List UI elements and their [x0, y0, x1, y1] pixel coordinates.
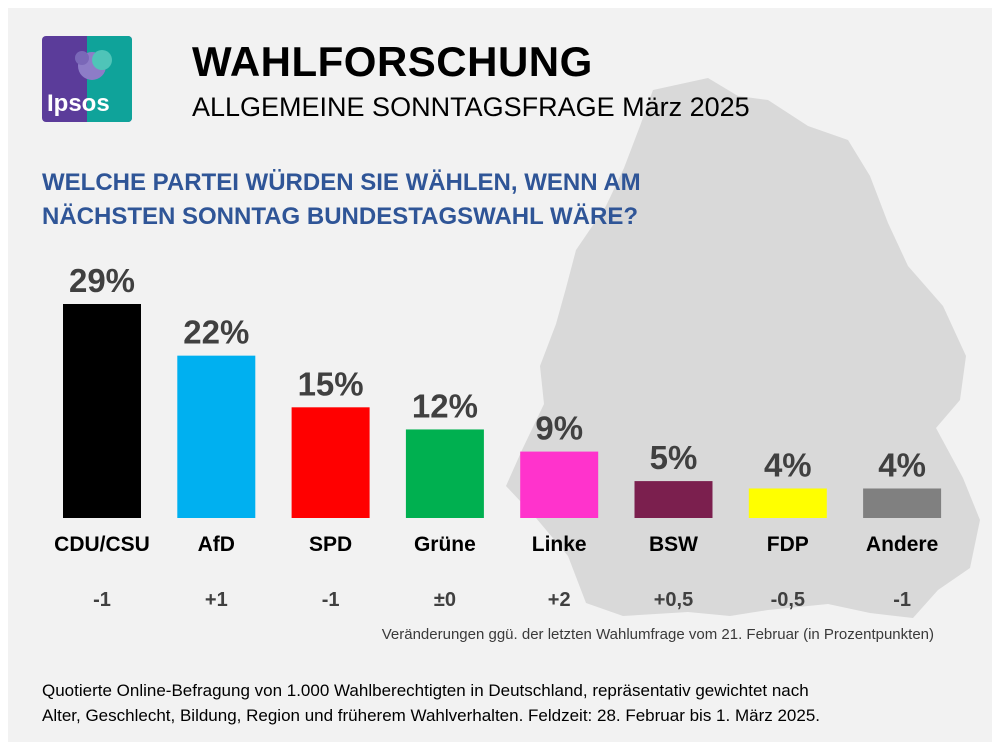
category-label: AfD	[198, 533, 235, 556]
infographic-frame: Ipsos WAHLFORSCHUNG ALLGEMEINE SONNTAGSF…	[8, 8, 992, 742]
methodology-footer: Quotierte Online-Befragung von 1.000 Wah…	[42, 678, 820, 728]
value-label: 12%	[412, 387, 478, 424]
bar-cdu-csu	[63, 304, 141, 518]
value-label: 4%	[764, 446, 812, 483]
logo-text: Ipsos	[47, 90, 110, 117]
category-label: BSW	[649, 533, 698, 556]
bar-andere	[863, 488, 942, 518]
bar-fdp	[748, 488, 827, 518]
change-label: -1	[893, 589, 911, 611]
category-label: SPD	[309, 533, 352, 556]
category-label: Linke	[532, 533, 587, 556]
category-label: FDP	[767, 533, 809, 556]
bar-spd	[291, 407, 370, 518]
bar-chart: 29% CDU/CSU -1 22% AfD +1 15% SPD -1 12% Grüne ±0 9%…	[54, 262, 942, 611]
value-label: 5%	[650, 439, 698, 476]
change-note: Veränderungen ggü. der letzten Wahlumfra…	[381, 626, 934, 643]
change-label: ±0	[434, 589, 456, 611]
bar-afd	[177, 355, 256, 518]
page-subtitle: ALLGEMEINE SONNTAGSFRAGE März 2025	[192, 92, 750, 122]
category-label: Andere	[866, 533, 938, 556]
value-label: 9%	[535, 410, 583, 447]
bar-gr-ne	[405, 429, 484, 518]
change-label: -1	[93, 589, 111, 611]
category-label: CDU/CSU	[54, 533, 150, 556]
page-title: WAHLFORSCHUNG	[192, 38, 593, 85]
ipsos-logo: Ipsos	[42, 36, 132, 122]
change-label: +2	[548, 589, 571, 611]
germany-map-silhouette	[506, 78, 980, 618]
survey-question-line-2: NÄCHSTEN SONNTAG BUNDESTAGSWAHL WÄRE?	[42, 203, 638, 230]
ipsos-logo-graphic	[42, 36, 132, 122]
bar-bsw	[634, 481, 713, 518]
change-label: +1	[205, 589, 228, 611]
survey-question: WELCHE PARTEI WÜRDEN SIE WÄHLEN, WENN AM…	[42, 166, 641, 234]
methodology-line-1: Quotierte Online-Befragung von 1.000 Wah…	[42, 681, 809, 700]
methodology-line-2: Alter, Geschlecht, Bildung, Region und f…	[42, 706, 820, 725]
category-label: Grüne	[414, 533, 476, 556]
change-label: -1	[322, 589, 340, 611]
value-label: 29%	[69, 262, 135, 299]
change-label: +0,5	[654, 589, 693, 611]
value-label: 4%	[878, 446, 926, 483]
value-label: 22%	[183, 314, 249, 351]
change-label: -0,5	[771, 589, 805, 611]
bar-linke	[520, 451, 599, 518]
value-label: 15%	[298, 365, 364, 402]
survey-question-line-1: WELCHE PARTEI WÜRDEN SIE WÄHLEN, WENN AM	[42, 169, 641, 196]
